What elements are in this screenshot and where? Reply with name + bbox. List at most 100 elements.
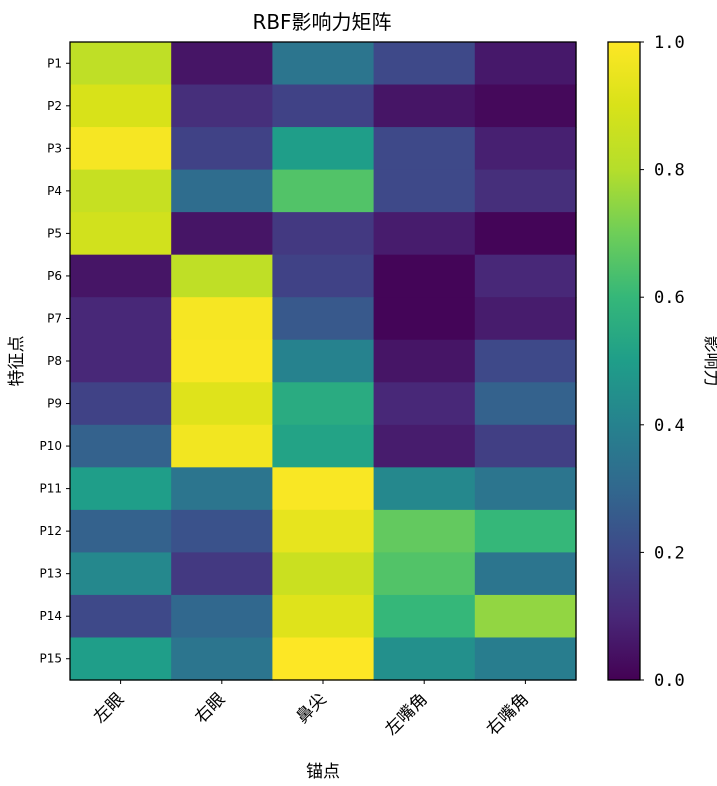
y-axis-label: 特征点	[7, 336, 27, 387]
heatmap-cell	[373, 382, 476, 426]
heatmap-cell	[373, 339, 476, 383]
heatmap-cell	[373, 467, 476, 511]
y-tick-label: P15	[39, 652, 62, 666]
heatmap-cell	[373, 637, 476, 681]
heatmap-cell	[474, 169, 577, 213]
heatmap-cell	[474, 254, 577, 298]
y-tick-label: P11	[39, 482, 62, 496]
heatmap-cell	[171, 297, 273, 341]
heatmap-cell	[272, 339, 375, 383]
heatmap-cell	[474, 552, 577, 596]
y-tick-label: P6	[47, 269, 62, 283]
heatmap-cell	[272, 127, 375, 171]
heatmap-cell	[70, 467, 172, 511]
colorbar-tick-label: 0.6	[654, 288, 685, 308]
y-tick-label: P14	[39, 609, 62, 623]
y-tick-label: P13	[39, 567, 62, 581]
heatmap-cell	[70, 297, 172, 341]
heatmap-cell	[272, 42, 375, 86]
y-tick-label: P9	[47, 397, 62, 411]
heatmap-cell	[70, 212, 172, 256]
heatmap-cells	[70, 42, 577, 681]
x-tick-label: 右嘴角	[483, 689, 533, 739]
y-tick-label: P5	[47, 226, 62, 240]
heatmap-cell	[171, 509, 273, 553]
heatmap-cell	[373, 254, 476, 298]
heatmap-cell	[474, 424, 577, 468]
y-tick-label: P3	[47, 141, 62, 155]
heatmap-cell	[272, 637, 375, 681]
y-tick-label: P1	[47, 56, 62, 70]
x-tick-label: 左嘴角	[382, 689, 432, 739]
heatmap-cell	[474, 594, 577, 639]
colorbar-tick-label: 1.0	[654, 33, 685, 53]
heatmap-cell	[373, 552, 476, 596]
colorbar-tick-label: 0.0	[654, 671, 685, 691]
x-tick-label: 右眼	[191, 689, 229, 727]
heatmap-cell	[474, 467, 577, 511]
colorbar-label: 影响力	[701, 336, 717, 387]
heatmap-cell	[70, 339, 172, 383]
heatmap-cell	[373, 424, 476, 468]
y-tick-label: P10	[39, 439, 62, 453]
heatmap-cell	[272, 509, 375, 553]
heatmap-cell	[272, 552, 375, 596]
heatmap-cell	[171, 212, 273, 256]
heatmap-cell	[171, 84, 273, 128]
heatmap-cell	[171, 169, 273, 213]
y-tick-label: P7	[47, 311, 62, 325]
heatmap-cell	[373, 42, 476, 86]
y-tick-label: P8	[47, 354, 62, 368]
heatmap-cell	[474, 297, 577, 341]
heatmap-cell	[474, 637, 577, 681]
y-tick-label: P12	[39, 524, 62, 538]
heatmap-cell	[272, 424, 375, 468]
x-tick-label: 鼻尖	[292, 689, 330, 727]
heatmap-cell	[272, 169, 375, 213]
chart-title: RBF影响力矩阵	[252, 10, 391, 34]
heatmap-cell	[272, 467, 375, 511]
x-tick-label: 左眼	[90, 689, 128, 727]
x-axis-label: 锚点	[306, 762, 340, 782]
heatmap-cell	[70, 509, 172, 553]
heatmap-cell	[70, 127, 172, 171]
heatmap-cell	[70, 552, 172, 596]
heatmap-cell	[272, 212, 375, 256]
heatmap-cell	[70, 169, 172, 213]
x-axis-ticks: 左眼 右眼 鼻尖 左嘴角 右嘴角	[90, 680, 533, 740]
y-axis-ticks: P1 P2 P3 P4 P5 P6 P7 P8 P9 P10 P11 P12 P13 P14 P15	[39, 56, 70, 666]
heatmap-cell	[272, 254, 375, 298]
heatmap-cell	[373, 127, 476, 171]
heatmap-cell	[70, 594, 172, 639]
heatmap-cell	[474, 382, 577, 426]
heatmap-cell	[171, 424, 273, 468]
heatmap-cell	[474, 212, 577, 256]
heatmap-cell	[171, 42, 273, 86]
heatmap-cell	[373, 297, 476, 341]
heatmap-cell	[474, 339, 577, 383]
heatmap-cell	[272, 594, 375, 639]
heatmap-cell	[70, 254, 172, 298]
heatmap-cell	[171, 254, 273, 298]
heatmap-cell	[373, 169, 476, 213]
heatmap-cell	[171, 552, 273, 596]
heatmap-cell	[171, 467, 273, 511]
heatmap-cell	[70, 84, 172, 128]
heatmap-cell	[70, 424, 172, 468]
heatmap-cell	[70, 637, 172, 681]
heatmap-cell	[171, 339, 273, 383]
heatmap-cell	[272, 297, 375, 341]
heatmap-cell	[70, 42, 172, 86]
heatmap-cell	[373, 84, 476, 128]
heatmap-cell	[272, 84, 375, 128]
heatmap-cell	[474, 42, 577, 86]
heatmap-cell	[171, 637, 273, 681]
colorbar-ticks: 0.0 0.2 0.4 0.6 0.8 1.0	[640, 33, 685, 691]
colorbar-tick-label: 0.2	[654, 543, 685, 563]
heatmap-cell	[373, 509, 476, 553]
heatmap-cell	[171, 127, 273, 171]
heatmap-cell	[373, 594, 476, 639]
colorbar-tick-label: 0.8	[654, 161, 685, 181]
heatmap-cell	[474, 84, 577, 128]
